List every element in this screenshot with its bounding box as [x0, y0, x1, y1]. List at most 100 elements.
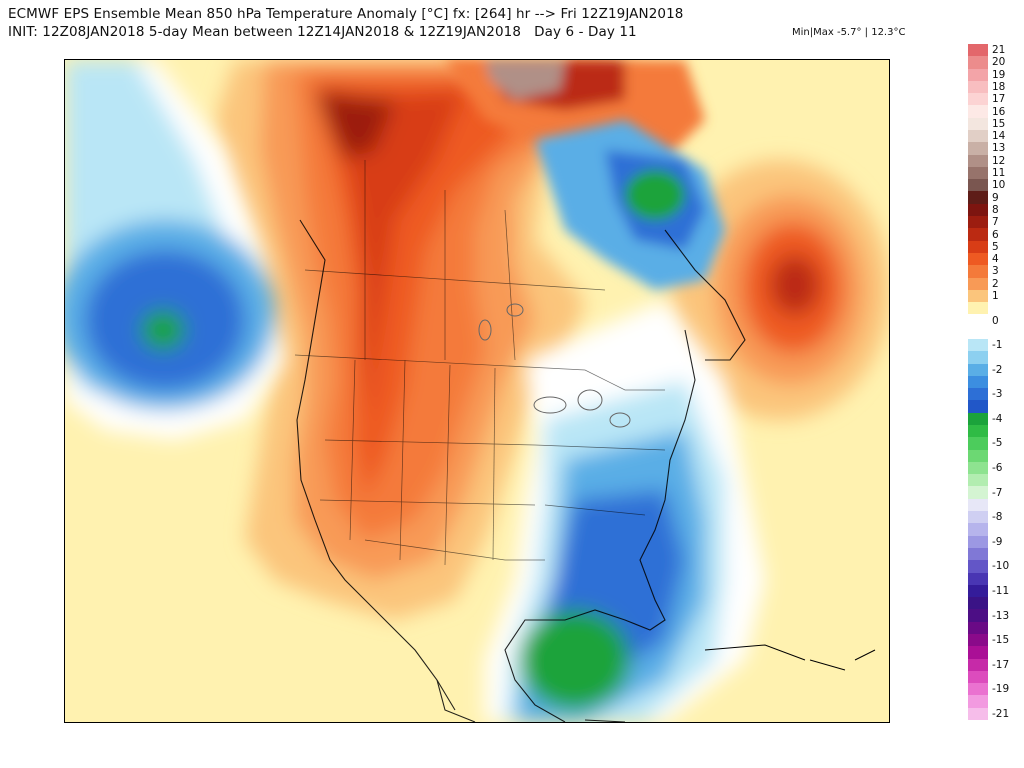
map-subtitle: INIT: 12Z08JAN2018 5-day Mean between 12…: [8, 24, 637, 40]
legend-swatch: [968, 498, 988, 512]
legend-swatch: [968, 437, 988, 451]
legend-label: 3: [992, 265, 999, 278]
legend-swatch: [968, 560, 988, 573]
legend-swatch: [968, 338, 988, 352]
legend-label: 9: [992, 191, 999, 204]
legend-swatch: [968, 179, 988, 192]
legend-swatch: [968, 547, 988, 561]
legend-label: 1: [992, 289, 999, 302]
legend-swatch: [968, 314, 988, 328]
legend-swatch: [968, 425, 988, 438]
legend-swatch: [968, 523, 988, 537]
legend-swatch: [968, 388, 988, 401]
legend-label: 12: [992, 154, 1006, 167]
legend-swatch: [968, 375, 988, 389]
legend-label: -19: [992, 683, 1010, 696]
atlantic-warm-anomaly: [670, 160, 889, 420]
pacific-cold-anomaly: [65, 60, 285, 440]
legend-label: -2: [992, 363, 1003, 376]
legend-swatch: [968, 597, 988, 610]
legend-swatch: [968, 302, 988, 315]
legend-label: 10: [992, 179, 1006, 192]
legend-swatch: [968, 228, 988, 242]
legend-swatch: [968, 252, 988, 266]
legend-label: 17: [992, 93, 1006, 106]
legend-swatch: [968, 289, 988, 303]
legend-label: -11: [992, 584, 1010, 597]
legend-swatch: [968, 486, 988, 500]
legend-label: -21: [992, 707, 1010, 720]
legend-label: 6: [992, 228, 999, 241]
legend-label: 19: [992, 68, 1006, 81]
legend-swatch: [968, 166, 988, 180]
legend-label: -7: [992, 486, 1003, 499]
legend-swatch: [968, 535, 988, 549]
legend-swatch: [968, 707, 988, 721]
legend-swatch: [968, 670, 988, 684]
legend-label: -3: [992, 388, 1003, 401]
legend-label: 18: [992, 81, 1006, 94]
legend-swatch: [968, 203, 988, 217]
legend-label: 8: [992, 203, 999, 216]
legend-swatch: [968, 265, 988, 279]
legend-swatch: [968, 584, 988, 598]
political-boundaries: [294, 160, 666, 566]
legend-label: 7: [992, 216, 999, 229]
legend-label: -13: [992, 609, 1010, 622]
legend-label: -1: [992, 339, 1003, 352]
legend-label: -15: [992, 634, 1010, 647]
legend-swatch: [968, 191, 988, 205]
legend-swatch: [968, 449, 988, 463]
legend-swatch: [968, 683, 988, 696]
legend-label: -10: [992, 560, 1010, 573]
legend-label: 14: [992, 130, 1006, 143]
anomaly-map: [64, 59, 890, 723]
legend-label: 2: [992, 277, 999, 290]
legend-swatch: [968, 80, 988, 94]
legend-label: 20: [992, 56, 1006, 69]
legend-swatch: [968, 511, 988, 524]
legend-swatch: [968, 216, 988, 229]
legend-swatch: [968, 461, 988, 475]
legend-swatch: [968, 130, 988, 143]
legend-label: 5: [992, 240, 999, 253]
warm-anomaly-field: [215, 60, 665, 620]
legend-swatch: [968, 56, 988, 70]
legend-label: 13: [992, 142, 1006, 155]
legend-swatch: [968, 474, 988, 487]
legend-swatch: [968, 412, 988, 426]
legend-swatch: [968, 117, 988, 131]
legend-swatch: [968, 609, 988, 623]
legend-swatch: [968, 572, 988, 586]
legend-swatch: [968, 633, 988, 647]
min-max-readout: Min|Max -5.7° | 12.3°C: [792, 27, 906, 38]
legend-swatch: [968, 154, 988, 168]
legend-swatch: [968, 351, 988, 365]
legend-label: -9: [992, 535, 1003, 548]
legend-swatch: [968, 68, 988, 82]
legend-swatch: [968, 277, 988, 291]
legend-swatch: [968, 240, 988, 254]
coastline-outlines: [296, 219, 746, 722]
legend-swatch: [968, 621, 988, 635]
legend-label: -8: [992, 511, 1003, 524]
legend-swatch: [968, 142, 988, 156]
legend-swatch: [968, 105, 988, 119]
lakes: [478, 303, 631, 428]
legend-label: 4: [992, 253, 999, 266]
legend-swatch: [968, 44, 988, 57]
legend-label: 11: [992, 167, 1006, 180]
legend-label: -5: [992, 437, 1003, 450]
legend-swatch: [968, 400, 988, 414]
caribbean-islands: [704, 644, 876, 671]
legend-swatch: [968, 646, 988, 660]
legend-label: -6: [992, 462, 1003, 475]
legend-swatch: [968, 363, 988, 377]
legend-swatch: [968, 326, 988, 340]
legend-swatch: [968, 93, 988, 106]
legend-swatch: [968, 658, 988, 672]
legend-label: 15: [992, 117, 1006, 130]
eastern-cold-anomaly: [485, 300, 765, 722]
legend-label: 21: [992, 44, 1006, 57]
map-title: ECMWF EPS Ensemble Mean 850 hPa Temperat…: [8, 6, 684, 22]
